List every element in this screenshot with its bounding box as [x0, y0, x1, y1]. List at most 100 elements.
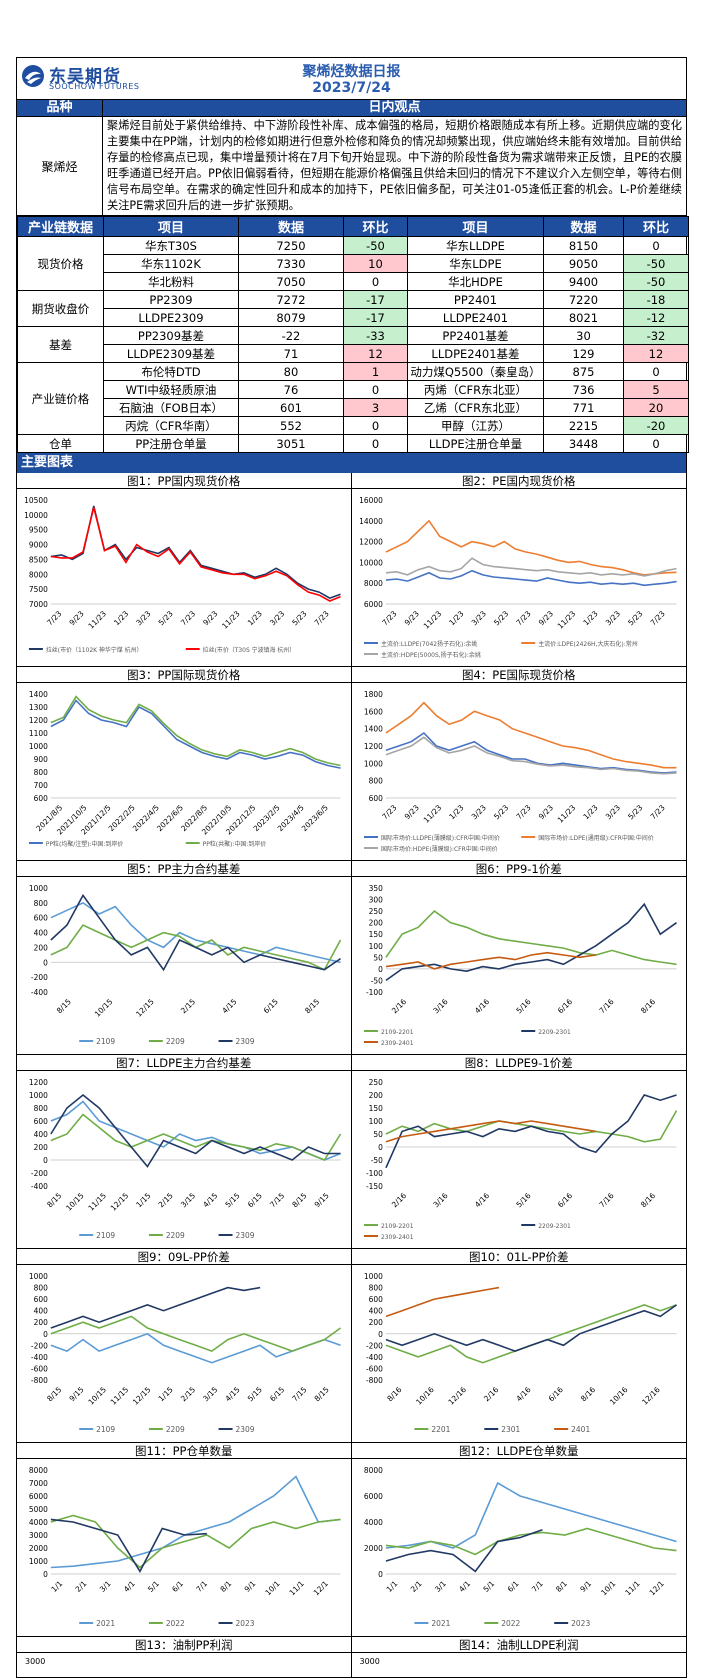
y-tick-label: 200	[368, 919, 383, 928]
legend-label: 主流价:LLDPE(7042扬子石化):余姚	[380, 640, 476, 648]
item-change: 0	[343, 380, 408, 399]
x-tick-label: 1/1	[49, 1579, 64, 1594]
line-chart: 0 2000 4000 6000 8000 1/1 2/1 3/1 4/1 5/1 6/1 7/1 8/…	[363, 1466, 677, 1628]
x-tick-label: 11/15	[109, 1385, 131, 1407]
x-tick-label: 5/23	[290, 609, 308, 627]
y-tick-label: 400	[34, 1307, 48, 1316]
y-tick-label: 6000	[363, 1492, 382, 1501]
item-value: 9050	[543, 254, 624, 273]
chart-cell: 图6：PP9-1价差 -100 -50 0 50 100 150 200 250 300 350 2/…	[351, 861, 686, 1055]
x-tick-label: 4/1	[457, 1579, 472, 1594]
group-label: 期货收盘价	[17, 290, 104, 327]
y-tick-label: 0	[43, 1156, 48, 1165]
y-tick-label: 250	[368, 1078, 383, 1087]
y-tick-label: 1300	[29, 703, 48, 712]
x-tick-label: 10/1	[263, 1579, 281, 1597]
column-header: 数据	[543, 216, 624, 237]
x-tick-label: 4/15	[201, 1191, 219, 1209]
x-tick-label: 2/1	[408, 1579, 423, 1594]
x-tick-label: 7/15	[268, 1191, 286, 1209]
series-line	[384, 902, 677, 982]
industry-data-table: 产业链数据 项目 数据 环比 项目 数据 环比 现货价格 华东T30S 7250 -50 华东LLD…	[17, 216, 689, 453]
y-tick-label: 7000	[29, 600, 48, 609]
x-tick-label: 10/16	[607, 1385, 629, 1407]
y-tick-label: 2000	[363, 1544, 382, 1553]
chart-cell: 图9：09L-PP价差 -800 -600 -400 -200 0 200 400 600 800…	[17, 1249, 352, 1443]
x-tick-label: 6/16	[546, 1385, 564, 1403]
chart-title: 图7：LLDPE主力合约基差	[17, 1055, 351, 1071]
x-tick-label: 7/1	[529, 1579, 544, 1594]
x-tick-label: 12/15	[109, 1191, 131, 1213]
y-tick-label: 200	[368, 1318, 383, 1327]
item-change: -17	[343, 290, 408, 309]
x-tick-label: 2/16	[389, 997, 407, 1015]
item-change: 0	[623, 362, 689, 381]
x-tick-label: 9/1	[243, 1579, 258, 1594]
y-tick-label: 1000	[29, 884, 48, 893]
line-chart: -800 -600 -400 -200 0 200 400 600 800 1000 8/16 10/…	[363, 1272, 677, 1434]
item-change: -12	[623, 308, 689, 327]
x-tick-label: 8/1	[218, 1579, 233, 1594]
item-name: PP2401基差	[407, 326, 544, 345]
item-change: -18	[623, 290, 689, 309]
intraday-view: 聚烯烃 聚烯烃目前处于紧供给维持、中下游阶段性补库、成本偏强的格局，短期价格跟随…	[17, 117, 686, 216]
item-name: 华东1102K	[103, 254, 239, 273]
x-tick-label: 10/15	[86, 1385, 108, 1407]
y-tick-label: 0	[378, 965, 383, 974]
y-tick-label: 1600	[363, 707, 382, 716]
bottom-chart-row: 图13：油制PP利润 3000 图14：油制LLDPE利润 3000	[17, 1637, 686, 1677]
item-change: -50	[623, 272, 689, 291]
item-name: 华北粉料	[103, 272, 239, 291]
x-tick-label: 8/16	[385, 1385, 403, 1403]
y-tick-label: 600	[34, 914, 48, 923]
item-change: -17	[343, 308, 408, 327]
legend-label: 2309-2401	[380, 1040, 413, 1047]
y-tick-label: 150	[368, 1104, 383, 1113]
series-line	[50, 893, 341, 972]
x-tick-label: 7/23	[380, 803, 398, 821]
series-line	[385, 1529, 543, 1573]
series-line	[385, 1304, 677, 1352]
table-row: LLDPE2309 8079 -17 LLDPE2401 8021 -12	[18, 308, 689, 327]
legend-label: 2021	[431, 1619, 450, 1628]
x-tick-label: 2/15	[157, 1191, 175, 1209]
x-tick-label: 7/23	[313, 609, 331, 627]
series-line	[385, 569, 677, 587]
group-label: 仓单	[17, 434, 104, 453]
chart-title: 图6：PP9-1价差	[351, 861, 686, 877]
legend-label: 2301	[501, 1425, 520, 1434]
series-line	[50, 901, 341, 964]
item-value: -22	[238, 326, 344, 345]
y-tick-label: 600	[34, 1117, 48, 1126]
item-value: 3448	[543, 434, 624, 453]
legend-label: PP粒(共聚):中国:到岸价	[203, 840, 267, 848]
y-tick-label: 800	[368, 777, 383, 786]
column-header: 产业链数据	[17, 216, 104, 237]
column-header: 项目	[103, 216, 239, 237]
y-tick-label: -800	[365, 1376, 382, 1385]
x-tick-label: 5/23	[626, 609, 644, 627]
legend-label: 2309	[236, 1231, 255, 1240]
series-line	[50, 1518, 207, 1574]
item-change: 12	[343, 344, 408, 363]
legend-label: 2309	[236, 1425, 255, 1434]
legend-label: 2021	[96, 1619, 115, 1628]
y-tick-label: 1800	[363, 690, 382, 699]
item-name: 动力煤Q5500（秦皇岛）	[407, 362, 544, 381]
item-name: WTI中级轻质原油	[103, 380, 239, 399]
x-tick-label: 2/16	[389, 1191, 407, 1209]
item-change: 10	[343, 254, 408, 273]
y-tick-label: 5000	[29, 1505, 48, 1514]
series-line	[385, 736, 677, 775]
legend-label: 2023	[571, 1619, 590, 1628]
y-tick-label: 9500	[29, 526, 48, 535]
legend-label: 2109-2201	[380, 1223, 413, 1230]
y-tick-label: 10000	[359, 558, 383, 567]
report-sheet: 东吴期货 SOOCHOW FUTURES 聚烯烃数据日报 2023/7/24 品…	[16, 57, 689, 1678]
series-line	[50, 1475, 341, 1569]
y-tick-label: -400	[31, 1182, 48, 1191]
x-tick-label: 9/15	[313, 1191, 331, 1209]
x-tick-label: 5/1	[481, 1579, 496, 1594]
table-row: 产业链价格 布伦特DTD 80 1 动力煤Q5500（秦皇岛） 875 0	[17, 362, 689, 435]
